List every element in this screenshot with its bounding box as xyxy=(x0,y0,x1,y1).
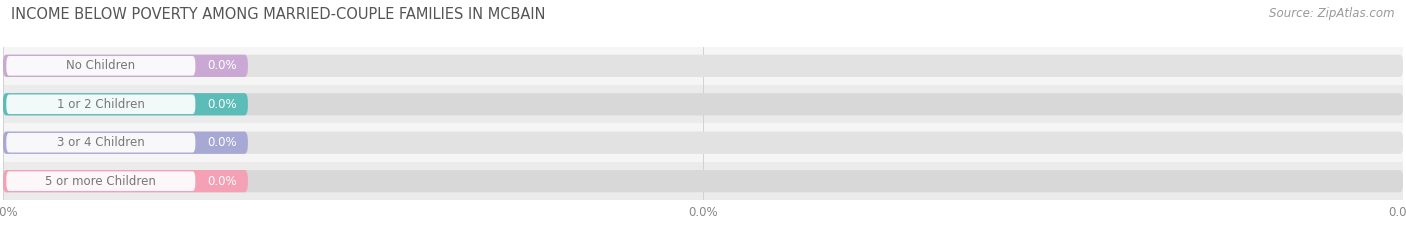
Text: INCOME BELOW POVERTY AMONG MARRIED-COUPLE FAMILIES IN MCBAIN: INCOME BELOW POVERTY AMONG MARRIED-COUPL… xyxy=(11,7,546,22)
FancyBboxPatch shape xyxy=(3,132,247,154)
FancyBboxPatch shape xyxy=(3,162,1403,200)
FancyBboxPatch shape xyxy=(6,171,195,191)
Text: No Children: No Children xyxy=(66,59,135,72)
Text: 0.0%: 0.0% xyxy=(207,98,236,111)
FancyBboxPatch shape xyxy=(3,85,1403,123)
FancyBboxPatch shape xyxy=(6,56,195,76)
FancyBboxPatch shape xyxy=(6,133,195,153)
FancyBboxPatch shape xyxy=(3,123,1403,162)
Text: 0.0%: 0.0% xyxy=(207,136,236,149)
FancyBboxPatch shape xyxy=(3,93,247,115)
Text: 0.0%: 0.0% xyxy=(207,59,236,72)
FancyBboxPatch shape xyxy=(3,93,1403,115)
FancyBboxPatch shape xyxy=(3,47,1403,85)
FancyBboxPatch shape xyxy=(3,132,1403,154)
FancyBboxPatch shape xyxy=(3,55,1403,77)
FancyBboxPatch shape xyxy=(3,170,247,192)
FancyBboxPatch shape xyxy=(3,55,247,77)
Text: 5 or more Children: 5 or more Children xyxy=(45,175,156,188)
Text: 0.0%: 0.0% xyxy=(207,175,236,188)
Text: Source: ZipAtlas.com: Source: ZipAtlas.com xyxy=(1270,7,1395,20)
FancyBboxPatch shape xyxy=(6,94,195,114)
Text: 1 or 2 Children: 1 or 2 Children xyxy=(56,98,145,111)
Text: 3 or 4 Children: 3 or 4 Children xyxy=(58,136,145,149)
FancyBboxPatch shape xyxy=(3,170,1403,192)
